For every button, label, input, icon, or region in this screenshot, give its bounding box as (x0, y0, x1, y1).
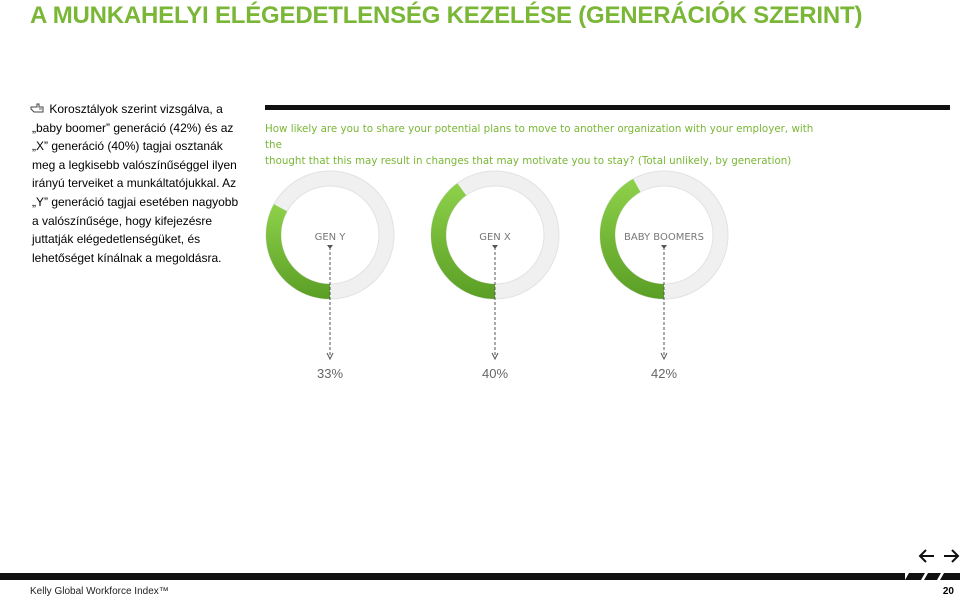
leader-arrowhead (660, 352, 668, 361)
arrow-right-icon[interactable] (942, 548, 960, 564)
intro-line: irányú terveiket a munkáltatójukkal. Az (32, 176, 237, 191)
donut-slice-gen-y (266, 204, 330, 299)
question-line-1: How likely are you to share your potenti… (265, 123, 814, 151)
leader-arrowhead (326, 352, 334, 361)
donut-slice-baby-boomers (600, 178, 664, 299)
leader-start-marker (661, 245, 667, 249)
leader-start-marker (327, 245, 333, 249)
page-number: 20 (942, 586, 954, 597)
footer-stripes (905, 573, 960, 580)
page-title: A MUNKAHELYI ELÉGEDETLENSÉG KEZELÉSE (GE… (30, 2, 863, 29)
survey-question: How likely are you to share your potenti… (265, 121, 825, 169)
category-label: BABY BOOMERS (624, 232, 704, 243)
intro-line: „Y” generáció tagjai esetében nagyobb (32, 194, 239, 209)
question-line-2: thought that this may result in changes … (265, 155, 792, 167)
intro-line: „X” generáció (40%) tagjai osztanák (32, 139, 223, 154)
intro-line: Korosztályok szerint vizsgálva, a (49, 102, 223, 116)
category-label: GEN Y (315, 232, 347, 243)
arrow-left-icon[interactable] (918, 548, 936, 564)
intro-text: Korosztályok szerint vizsgálva, a „baby … (30, 100, 242, 267)
intro-line: lehetőséget kínálnak a megoldásra. (32, 250, 222, 265)
value-label: 40% (482, 366, 508, 381)
footer-bar (0, 573, 905, 580)
intro-line: juttatják elégedetlenségüket, és (32, 232, 201, 247)
intro-line: meg a legkisebb valószínűséggel ilyen (32, 157, 237, 172)
donut-slice-gen-x (431, 183, 495, 299)
intro-line: „baby boomer” generáció (42%) és az (32, 120, 234, 135)
value-label: 33% (317, 366, 343, 381)
value-label: 42% (651, 366, 677, 381)
leader-start-marker (492, 245, 498, 249)
top-rule (265, 105, 950, 110)
category-label: GEN X (479, 232, 511, 243)
footer-source: Kelly Global Workforce Index™ (30, 586, 169, 597)
leader-arrowhead (491, 352, 499, 361)
intro-line: a valószínűsége, hogy kifejezésre (32, 213, 213, 228)
hand-pointer-icon (30, 101, 46, 113)
